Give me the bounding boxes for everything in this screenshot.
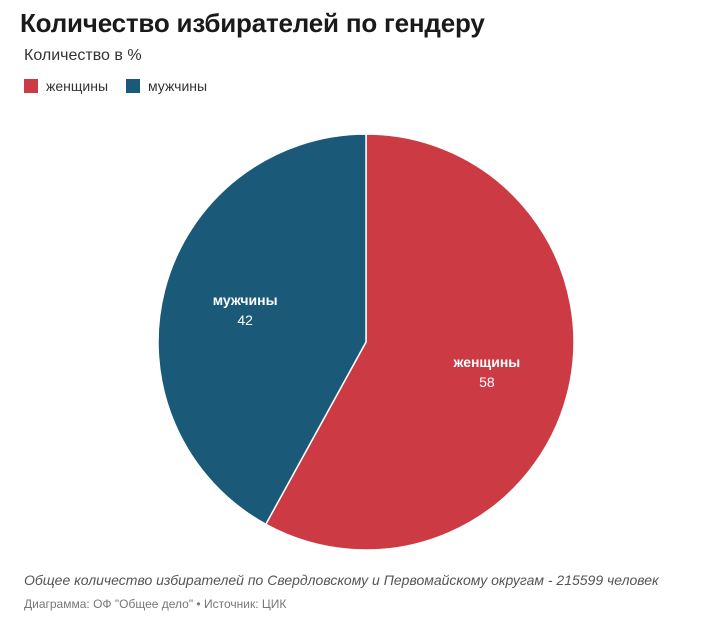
legend-swatch-men	[126, 79, 141, 93]
chart-footnote: Общее количество избирателей по Свердлов…	[24, 572, 659, 588]
chart-subtitle: Количество в %	[24, 47, 142, 64]
legend-item-men: мужчины	[126, 78, 207, 94]
slice-label-slice-men: мужчины	[213, 292, 278, 308]
chart-title: Количество избирателей по гендеру	[20, 8, 485, 38]
slice-value-slice-women: 58	[479, 374, 495, 390]
pie-labels: женщины 58 мужчины 42	[213, 292, 521, 390]
chart-credits: Диаграмма: ОФ "Общее дело" • Источник: Ц…	[24, 597, 287, 611]
slice-value-slice-men: 42	[237, 312, 253, 328]
pie-slices	[157, 133, 575, 551]
legend-label-women: женщины	[46, 78, 109, 94]
legend-swatch-women	[24, 79, 38, 93]
slice-label-slice-women: женщины	[452, 354, 520, 370]
legend-item-women: женщины	[24, 78, 108, 94]
slice-women	[264, 133, 575, 551]
slice-men	[157, 133, 367, 526]
pie-chart: женщины 58 мужчины 42	[157, 133, 575, 551]
legend-label-men: мужчины	[148, 78, 208, 94]
legend: женщины мужчины	[24, 78, 225, 94]
